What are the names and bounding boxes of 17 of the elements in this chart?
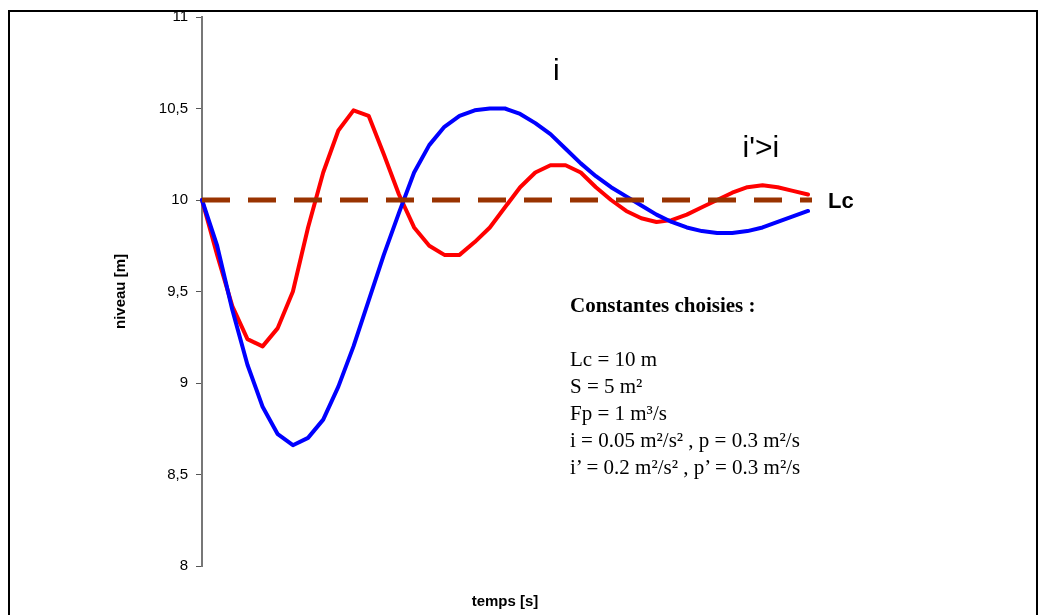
- y-tick-label: 9,5: [167, 281, 188, 299]
- y-tick-label: 9: [179, 373, 188, 391]
- y-tick-label: 8: [179, 556, 188, 574]
- annotation: i’ = 0.2 m²/s² , p’ = 0.3 m²/s: [570, 454, 801, 481]
- y-tick-label: 10: [171, 190, 188, 208]
- annotation: Fp = 1 m³/s: [570, 400, 668, 427]
- annotation: i = 0.05 m²/s² , p = 0.3 m²/s: [570, 427, 801, 454]
- y-tick-label: 10,5: [158, 98, 188, 116]
- series-label: i'>i: [742, 129, 780, 163]
- x-axis-title: temps [s]: [471, 592, 539, 610]
- annotation: S = 5 m²: [570, 373, 644, 400]
- annotation: Constantes choisies :: [570, 292, 757, 319]
- y-axis-title: niveau [m]: [111, 253, 129, 330]
- ref-line-label: Lc: [828, 188, 854, 214]
- annotation: Lc = 10 m: [570, 346, 659, 373]
- y-tick-label: 8,5: [167, 464, 188, 482]
- series-label: i: [553, 52, 560, 86]
